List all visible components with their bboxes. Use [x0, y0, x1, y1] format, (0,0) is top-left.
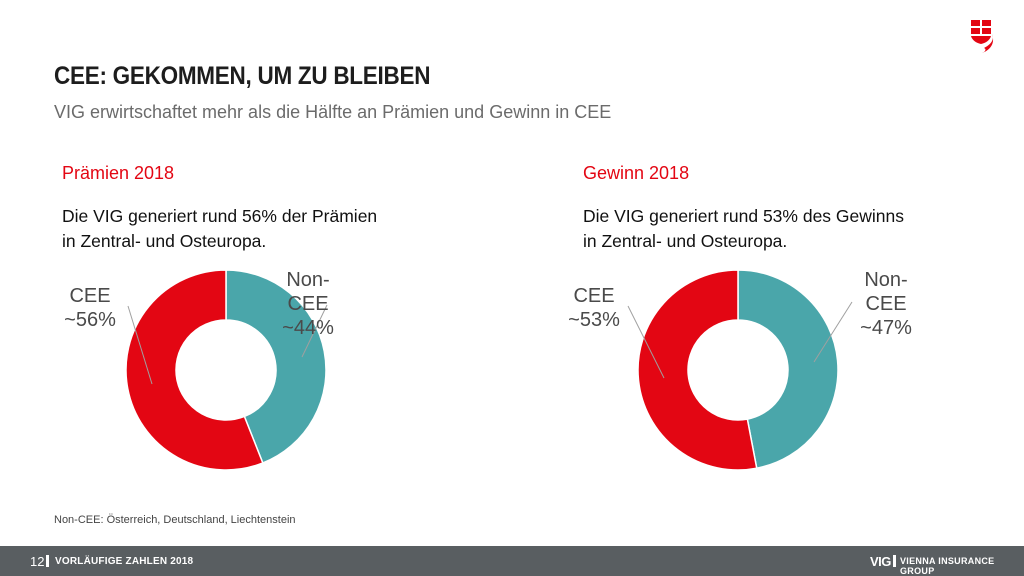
section-heading-profit: Gewinn 2018: [583, 163, 690, 183]
page-subtitle: VIG erwirtschaftet mehr als die Hälfte a…: [54, 102, 612, 122]
donut-slice-non-cee: [737, 269, 839, 470]
description-line: Die VIG generiert rund 53% des Gewinns: [583, 206, 904, 226]
leader-line-cee: [627, 305, 665, 379]
brand-name: VIENNA INSURANCE GROUP: [900, 556, 995, 576]
data-label-non-cee: ~44%: [282, 317, 334, 339]
brand-divider: [893, 555, 896, 567]
description-line: in Zentral- und Osteuropa.: [62, 231, 267, 251]
data-label-cee: ~56%: [64, 309, 116, 331]
data-label-non-cee: CEE: [287, 293, 328, 315]
section-description-profit: Die VIG generiert rund 53% des Gewinns i…: [583, 204, 904, 254]
leader-line-non-cee: [813, 301, 853, 363]
page-number: 12: [30, 554, 45, 569]
donut-slice-cee: [637, 269, 758, 471]
vig-shield-logo-icon: [971, 20, 994, 53]
data-label-non-cee: ~47%: [860, 317, 912, 339]
data-label-cee: CEE: [573, 285, 614, 307]
page-title: CEE: GEKOMMEN, UM ZU BLEIBEN: [54, 62, 431, 90]
footer-divider: [46, 555, 49, 567]
footer-bar: 12 VORLÄUFIGE ZAHLEN 2018 VIG VIENNA INS…: [0, 546, 1024, 576]
description-line: in Zentral- und Osteuropa.: [583, 231, 788, 251]
data-label-non-cee: Non-: [286, 269, 329, 291]
donut-slice-cee: [125, 269, 264, 471]
brand-logo-text: VIG: [870, 554, 891, 569]
data-label-cee: ~53%: [568, 309, 620, 331]
footer-note: VORLÄUFIGE ZAHLEN 2018: [55, 556, 194, 567]
data-label-non-cee: Non-: [864, 269, 907, 291]
data-label-cee: CEE: [69, 285, 110, 307]
leader-line-non-cee: [301, 304, 328, 358]
footnote: Non-CEE: Österreich, Deutschland, Liecht…: [54, 514, 296, 526]
donut-slice-non-cee: [225, 269, 327, 464]
section-description-premiums: Die VIG generiert rund 56% der Prämien i…: [62, 204, 377, 254]
section-heading-premiums: Prämien 2018: [62, 163, 175, 183]
donut-chart-profit: Non-CEE~47%CEE~53%: [568, 269, 912, 471]
data-label-non-cee: CEE: [865, 293, 906, 315]
donut-chart-premiums: Non-CEE~44%CEE~56%: [64, 269, 334, 471]
description-line: Die VIG generiert rund 56% der Prämien: [62, 206, 378, 226]
leader-line-cee: [127, 305, 153, 385]
